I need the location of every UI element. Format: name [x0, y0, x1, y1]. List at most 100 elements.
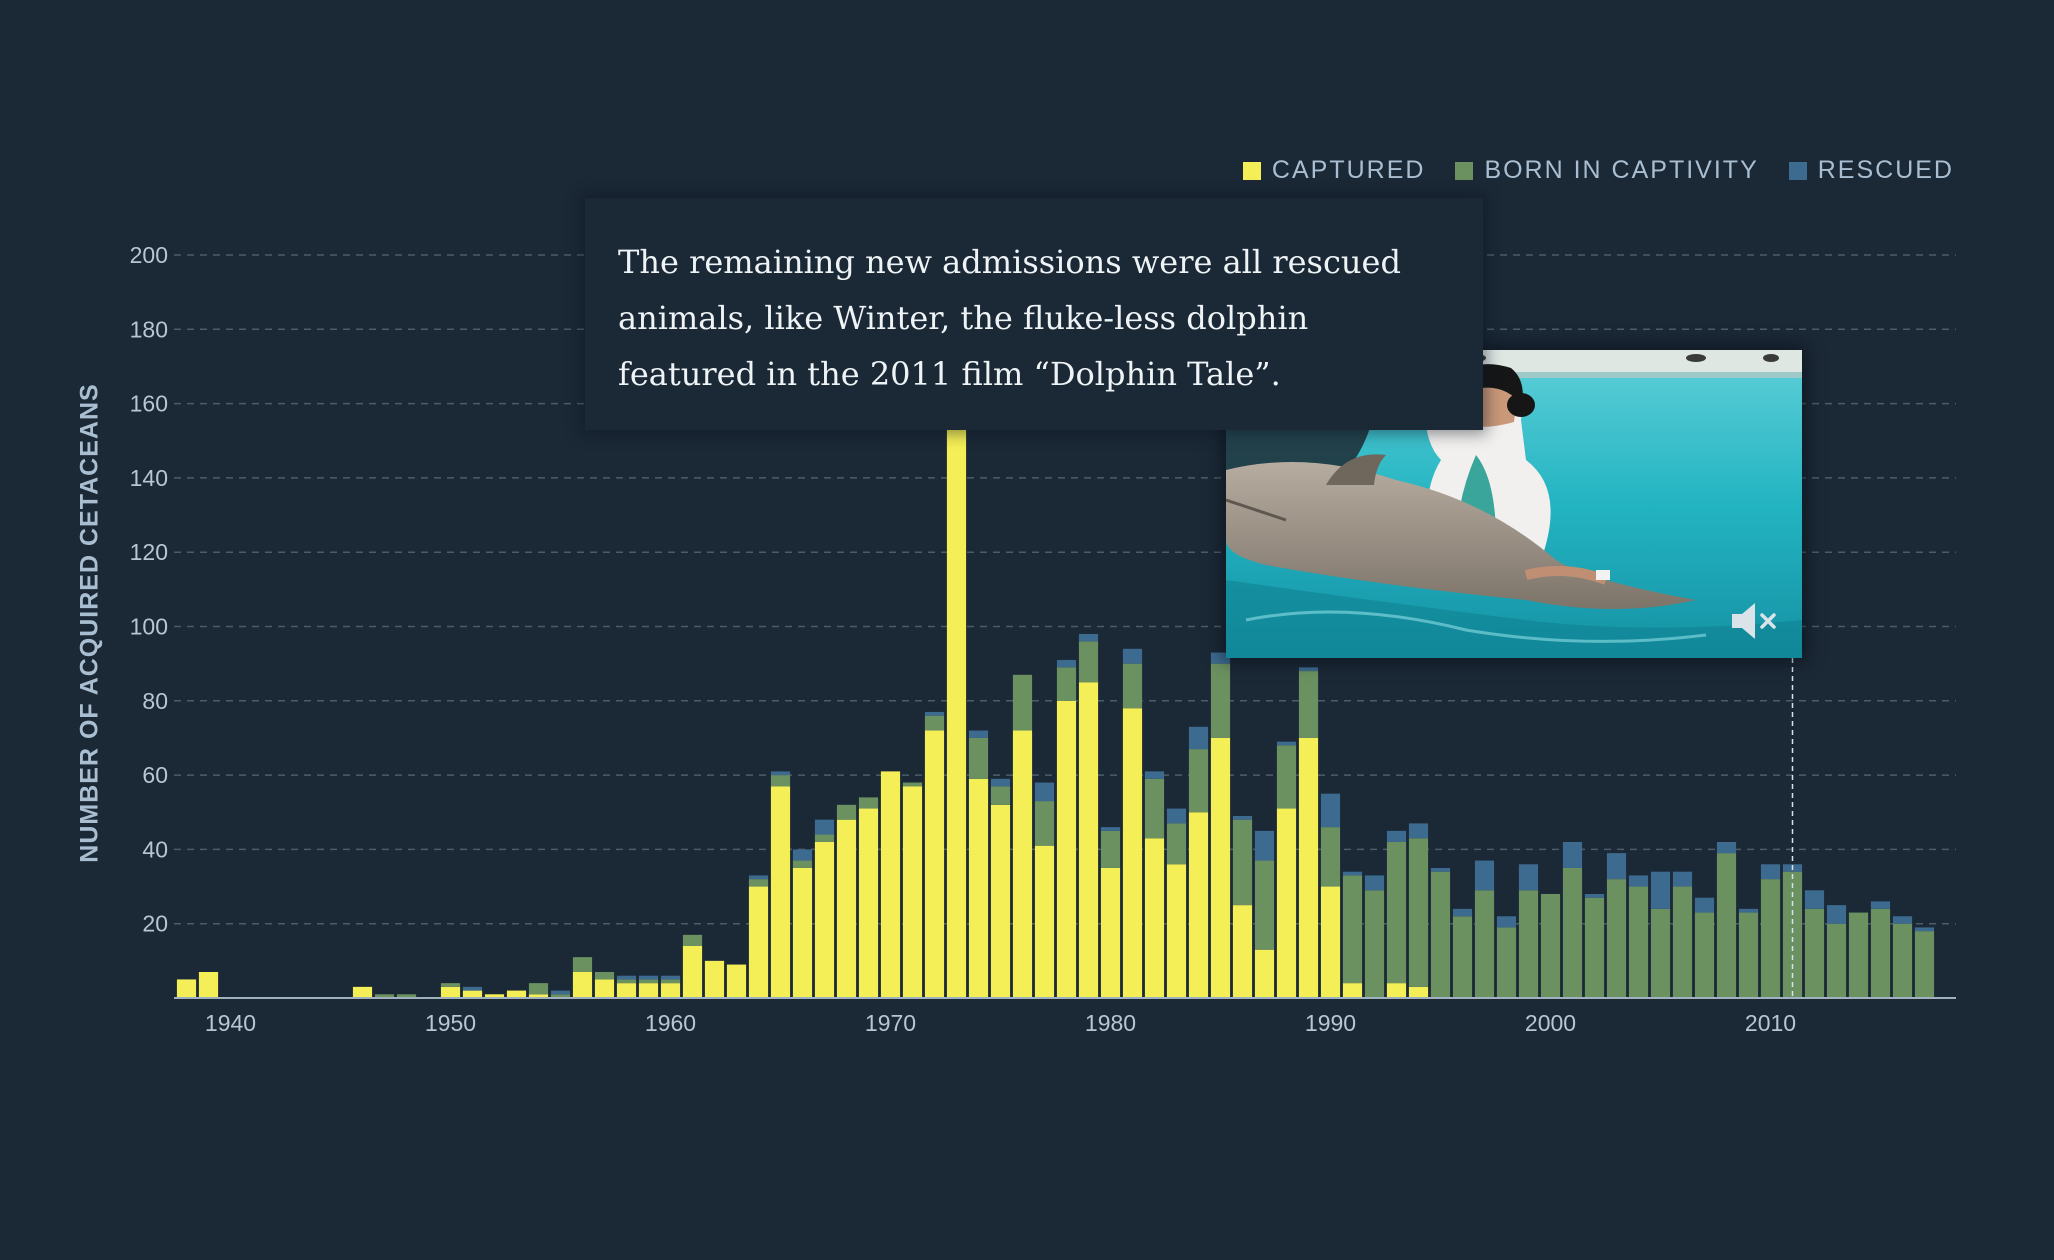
bar-rescued-1989	[1298, 667, 1319, 672]
bar-rescued-1980	[1100, 827, 1121, 831]
x-tick-label-1960: 1960	[645, 1010, 696, 1036]
bar-rescued-1997	[1474, 860, 1495, 891]
bar-rescued-1960	[660, 975, 681, 980]
bar-captured-1971	[902, 786, 923, 998]
bar-born-in-captivity-1999	[1518, 890, 1539, 998]
bar-rescued-2016	[1892, 916, 1913, 924]
bar-captured-1967	[814, 841, 835, 998]
bar-born-in-captivity-2012	[1804, 908, 1825, 998]
x-axis-ticks: 1940 1950 1960 1970 1980 1990 2000 2010	[205, 1010, 1796, 1036]
bar-born-in-captivity-2007	[1694, 912, 1715, 998]
bar-born-in-captivity-1974	[968, 737, 989, 779]
bar-captured-1979	[1078, 682, 1099, 998]
y-tick-label-60: 60	[142, 762, 168, 788]
legend-swatch-rescued	[1788, 161, 1807, 180]
x-tick-label-1940: 1940	[205, 1010, 256, 1036]
bar-rescued-1979	[1078, 633, 1099, 642]
bar-born-in-captivity-1997	[1474, 890, 1495, 998]
bar-born-in-captivity-1950	[440, 983, 461, 987]
bar-captured-1956	[572, 971, 593, 998]
bar-born-in-captivity-1957	[594, 971, 615, 980]
bar-born-in-captivity-2014	[1848, 912, 1869, 998]
bar-captured-1984	[1188, 812, 1209, 998]
bar-born-in-captivity-1966	[792, 860, 813, 868]
bar-captured-1962	[704, 960, 725, 998]
bar-rescued-2015	[1870, 901, 1891, 909]
y-axis-title: NUMBER OF ACQUIRED CETACEANS	[75, 383, 104, 863]
bar-born-in-captivity-1961	[682, 934, 703, 946]
bar-rescued-2017	[1914, 927, 1935, 932]
bar-captured-1985	[1210, 737, 1231, 998]
bar-born-in-captivity-1975	[990, 786, 1011, 805]
bar-captured-1957	[594, 979, 615, 998]
bar-rescued-2003	[1606, 853, 1627, 880]
bar-captured-1953	[506, 990, 527, 998]
bar-born-in-captivity-1947	[374, 994, 395, 998]
mute-button[interactable]	[1730, 600, 1782, 642]
bar-born-in-captivity-2006	[1672, 886, 1693, 998]
bar-born-in-captivity-1969	[858, 797, 879, 809]
bar-rescued-1951	[462, 986, 483, 991]
bar-born-in-captivity-1980	[1100, 830, 1121, 868]
bar-rescued-2012	[1804, 890, 1825, 909]
bar-captured-1973	[946, 403, 967, 999]
bar-rescued-1986	[1232, 815, 1253, 820]
bar-born-in-captivity-2000	[1540, 893, 1561, 998]
bar-captured-1963	[726, 964, 747, 998]
bar-rescued-1964	[748, 875, 769, 880]
bar-born-in-captivity-1959	[638, 979, 659, 984]
bar-rescued-1972	[924, 711, 945, 716]
bar-rescued-1985	[1210, 652, 1231, 664]
speaker-muted-icon	[1732, 603, 1776, 639]
bar-rescued-1990	[1320, 793, 1341, 828]
legend-label-rescued: RESCUED	[1817, 156, 1954, 184]
bar-rescued-2004	[1628, 875, 1649, 887]
bar-born-in-captivity-1948	[396, 994, 417, 998]
bar-born-in-captivity-1984	[1188, 749, 1209, 813]
bar-born-in-captivity-1996	[1452, 916, 1473, 998]
y-tick-label-200: 200	[130, 242, 168, 268]
bar-born-in-captivity-1991	[1342, 875, 1363, 984]
bar-rescued-1981	[1122, 648, 1143, 664]
bar-rescued-1994	[1408, 823, 1429, 839]
bar-captured-1951	[462, 990, 483, 998]
bar-born-in-captivity-1972	[924, 715, 945, 731]
y-axis-ticks: 20 40 60 80 100 120 140 160 180 200	[130, 242, 168, 937]
bar-captured-1959	[638, 983, 659, 998]
y-tick-label-140: 140	[130, 465, 168, 491]
bar-born-in-captivity-2003	[1606, 879, 1627, 998]
bar-rescued-1999	[1518, 864, 1539, 891]
bar-born-in-captivity-1990	[1320, 827, 1341, 887]
bar-born-in-captivity-1976	[1012, 674, 1033, 731]
bar-captured-1991	[1342, 983, 1363, 998]
legend-label-born-in-captivity: BORN IN CAPTIVITY	[1484, 156, 1759, 184]
bar-rescued-1998	[1496, 916, 1517, 928]
bar-rescued-1988	[1276, 741, 1297, 746]
bar-born-in-captivity-1971	[902, 782, 923, 787]
bar-rescued-1978	[1056, 659, 1077, 668]
bar-rescued-2005	[1650, 871, 1671, 909]
bar-captured-1966	[792, 867, 813, 998]
bar-born-in-captivity-1986	[1232, 819, 1253, 906]
bar-captured-1988	[1276, 808, 1297, 998]
bar-born-in-captivity-1958	[616, 979, 637, 984]
bar-rescued-2001	[1562, 841, 1583, 868]
bar-born-in-captivity-2017	[1914, 931, 1935, 998]
bar-born-in-captivity-1982	[1144, 778, 1165, 839]
bar-born-in-captivity-1998	[1496, 927, 1517, 998]
bar-captured-1987	[1254, 949, 1275, 998]
bar-captured-1989	[1298, 737, 1319, 998]
bar-born-in-captivity-1993	[1386, 841, 1407, 984]
bar-captured-1983	[1166, 864, 1187, 998]
bar-rescued-2006	[1672, 871, 1693, 887]
bar-born-in-captivity-2015	[1870, 908, 1891, 998]
bar-captured-1978	[1056, 700, 1077, 998]
bar-captured-1954	[528, 994, 549, 998]
bar-captured-1986	[1232, 905, 1253, 998]
y-tick-label-80: 80	[142, 688, 168, 714]
legend-swatch-captured	[1242, 161, 1261, 180]
bar-rescued-2009	[1738, 908, 1759, 913]
bar-born-in-captivity-1954	[528, 983, 549, 995]
bar-born-in-captivity-1994	[1408, 838, 1429, 987]
chart-legend: CAPTURED BORN IN CAPTIVITY RESCUED	[1242, 156, 1954, 185]
